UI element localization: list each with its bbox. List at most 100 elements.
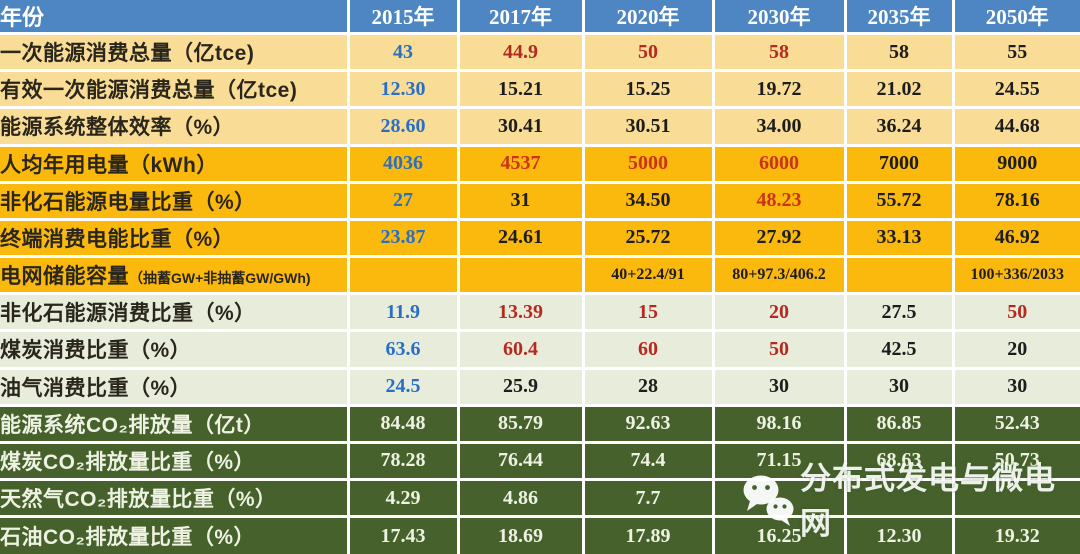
value-cell: 50.73	[951, 440, 1080, 482]
value-cell: 31	[456, 180, 585, 221]
value-cell: 43	[346, 31, 460, 73]
value-cell: 27	[346, 180, 460, 221]
value-cell: 13.39	[456, 292, 585, 333]
row-label-text: 人均年用电量（kWh）	[0, 153, 218, 177]
row-label: 人均年用电量（kWh）	[0, 143, 350, 184]
table-body: 一次能源消费总量（亿tce) 43 44.9 50 58 58 55 有效一次能源消费总量（亿…	[0, 31, 1080, 554]
table-row: 天然气CO₂排放量比重（%） 4.29 4.86 7.7	[0, 478, 1080, 519]
row-label-text: 非化石能源电量比重（%）	[0, 190, 256, 214]
value-cell: 34.00	[711, 106, 847, 147]
row-label-text: 煤炭消费比重（%）	[0, 339, 192, 363]
value-cell: 25.9	[456, 366, 585, 407]
value-cell: 6000	[711, 143, 847, 184]
value-cell	[346, 255, 460, 296]
row-label-text: 天然气CO₂排放量比重（%）	[0, 488, 277, 512]
value-cell: 84.48	[346, 403, 460, 444]
value-cell: 30.41	[456, 106, 585, 147]
row-label: 有效一次能源消费总量（亿tce)	[0, 69, 350, 110]
table-row: 有效一次能源消费总量（亿tce) 12.30 15.21 15.25 19.72 21.0…	[0, 69, 1080, 110]
table-row: 非化石能源消费比重（%） 11.9 13.39 15 20 27.5 50	[0, 292, 1080, 333]
value-cell: 71.15	[711, 440, 847, 482]
value-cell: 15	[581, 292, 715, 333]
value-cell: 98.16	[711, 403, 847, 444]
row-label-text: 非化石能源消费比重（%）	[0, 302, 256, 326]
row-label-text: 油气消费比重（%）	[0, 376, 192, 400]
value-cell: 19.72	[711, 69, 847, 110]
row-label-text: 有效一次能源消费总量（亿tce)	[0, 79, 298, 103]
value-cell: 48.23	[711, 180, 847, 221]
value-cell: 46.92	[951, 217, 1080, 259]
row-label: 油气消费比重（%）	[0, 366, 350, 407]
row-label: 一次能源消费总量（亿tce)	[0, 31, 350, 73]
value-cell: 40+22.4/91	[581, 255, 715, 296]
value-cell: 78.16	[951, 180, 1080, 221]
row-label-text: 能源系统整体效率（%）	[0, 116, 235, 140]
value-cell: 4537	[456, 143, 585, 184]
table-row: 能源系统CO₂排放量（亿t） 84.48 85.79 92.63 98.16 86.85 5…	[0, 403, 1080, 444]
value-cell: 12.30	[346, 69, 460, 110]
value-cell: 30	[711, 366, 847, 407]
row-label: 电网储能容量（抽蓄GW+非抽蓄GW/GWh)	[0, 255, 350, 296]
value-cell: 50	[581, 31, 715, 73]
value-cell: 42.5	[843, 329, 955, 370]
value-cell: 5000	[581, 143, 715, 184]
value-cell: 25.72	[581, 217, 715, 259]
value-cell: 30.51	[581, 106, 715, 147]
value-cell: 7000	[843, 143, 955, 184]
value-cell: 85.79	[456, 403, 585, 444]
value-cell: 4.29	[346, 478, 460, 519]
table-row: 一次能源消费总量（亿tce) 43 44.9 50 58 58 55	[0, 31, 1080, 73]
row-label-text: 能源系统CO₂排放量（亿t）	[0, 413, 265, 437]
value-cell: 80+97.3/406.2	[711, 255, 847, 296]
row-label: 非化石能源电量比重（%）	[0, 180, 350, 221]
value-cell	[951, 478, 1080, 519]
value-cell: 23.87	[346, 217, 460, 259]
value-cell: 11.9	[346, 292, 460, 333]
value-cell	[711, 478, 847, 519]
value-cell: 86.85	[843, 403, 955, 444]
value-cell	[843, 255, 955, 296]
value-cell: 44.9	[456, 31, 585, 73]
year-header: 2015年	[346, 0, 460, 35]
value-cell: 4.86	[456, 478, 585, 519]
row-label-text: 电网储能容量	[0, 265, 129, 289]
table-row: 石油CO₂排放量比重（%） 17.43 18.69 17.89 16.25 12.30 19…	[0, 515, 1080, 554]
value-cell: 12.30	[843, 515, 955, 554]
row-label: 石油CO₂排放量比重（%）	[0, 515, 350, 554]
header-row: 年份 2015年 2017年 2020年 2030年 2035年 2050年	[0, 0, 1080, 35]
value-cell: 50	[951, 292, 1080, 333]
value-cell: 20	[711, 292, 847, 333]
value-cell: 24.5	[346, 366, 460, 407]
value-cell: 74.4	[581, 440, 715, 482]
value-cell: 24.61	[456, 217, 585, 259]
value-cell: 34.50	[581, 180, 715, 221]
table-row: 电网储能容量（抽蓄GW+非抽蓄GW/GWh) 40+22.4/91 80+97.3/…	[0, 255, 1080, 296]
value-cell: 68.63	[843, 440, 955, 482]
value-cell: 17.89	[581, 515, 715, 554]
table-row: 非化石能源电量比重（%） 27 31 34.50 48.23 55.72 78.16	[0, 180, 1080, 221]
value-cell	[843, 478, 955, 519]
row-label: 能源系统CO₂排放量（亿t）	[0, 403, 350, 444]
value-cell: 15.21	[456, 69, 585, 110]
value-cell: 16.25	[711, 515, 847, 554]
row-label: 天然气CO₂排放量比重（%）	[0, 478, 350, 519]
year-header: 2035年	[843, 0, 955, 35]
value-cell: 21.02	[843, 69, 955, 110]
year-header: 2050年	[951, 0, 1080, 35]
value-cell: 18.69	[456, 515, 585, 554]
table-row: 煤炭CO₂排放量比重（%） 78.28 76.44 74.4 71.15 68.63 50.…	[0, 440, 1080, 482]
value-cell	[456, 255, 585, 296]
value-cell: 24.55	[951, 69, 1080, 110]
value-cell: 4036	[346, 143, 460, 184]
value-cell: 60.4	[456, 329, 585, 370]
value-cell: 30	[951, 366, 1080, 407]
value-cell: 15.25	[581, 69, 715, 110]
value-cell: 92.63	[581, 403, 715, 444]
value-cell: 55	[951, 31, 1080, 73]
table-row: 能源系统整体效率（%） 28.60 30.41 30.51 34.00 36.24 44.6…	[0, 106, 1080, 147]
value-cell: 100+336/2033	[951, 255, 1080, 296]
value-cell: 19.32	[951, 515, 1080, 554]
value-cell: 63.6	[346, 329, 460, 370]
